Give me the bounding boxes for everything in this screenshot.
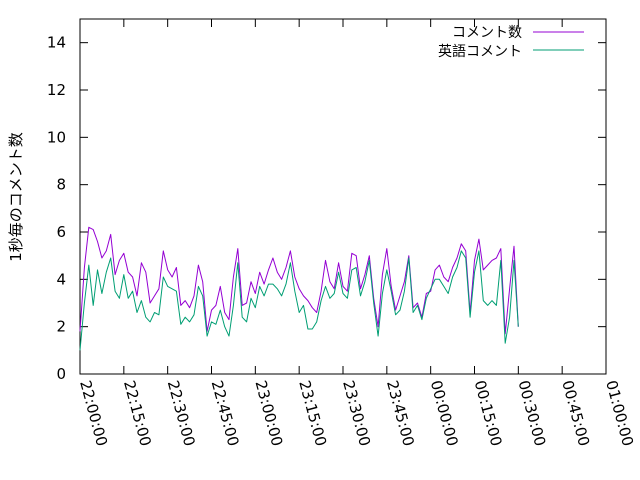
legend: コメント数 英語コメント xyxy=(438,25,584,60)
x-tick-label: 22:30:00 xyxy=(164,378,199,448)
legend-label-series-1: コメント数 xyxy=(452,25,522,41)
y-tick-label: 4 xyxy=(56,270,66,288)
x-tick-label: 00:30:00 xyxy=(514,378,549,448)
series-layer xyxy=(79,226,519,351)
x-tick-label: 00:45:00 xyxy=(558,378,593,448)
x-tick-label: 23:45:00 xyxy=(383,378,418,448)
y-tick-label: 8 xyxy=(56,176,66,194)
series-line-1 xyxy=(79,226,519,335)
x-tick-label: 01:00:00 xyxy=(602,378,637,448)
legend-label-series-2: 英語コメント xyxy=(438,43,522,60)
y-tick-label: 12 xyxy=(47,81,66,99)
y-axis: 0 2 4 6 8 10 12 14 xyxy=(47,34,606,383)
x-tick-label: 23:30:00 xyxy=(339,378,374,448)
x-axis: 22:00:00 22:15:00 22:30:00 22:45:00 23:00:00… xyxy=(76,19,637,448)
x-tick-label: 23:15:00 xyxy=(295,378,330,448)
x-tick-label: 00:15:00 xyxy=(471,378,506,448)
x-tick-label: 22:00:00 xyxy=(76,378,111,448)
y-tick-label: 14 xyxy=(47,34,66,52)
series-line-2 xyxy=(79,250,519,351)
y-tick-label: 10 xyxy=(47,128,66,146)
x-tick-label: 22:15:00 xyxy=(120,378,155,448)
x-tick-label: 22:45:00 xyxy=(208,378,243,448)
y-tick-label: 2 xyxy=(56,318,66,336)
y-tick-label: 0 xyxy=(56,365,66,383)
y-tick-label: 6 xyxy=(56,223,66,241)
y-axis-label: 1秒毎のコメント数 xyxy=(7,132,25,262)
x-tick-label: 00:00:00 xyxy=(427,378,462,448)
plot-frame xyxy=(79,18,607,375)
x-tick-label: 23:00:00 xyxy=(251,378,286,448)
